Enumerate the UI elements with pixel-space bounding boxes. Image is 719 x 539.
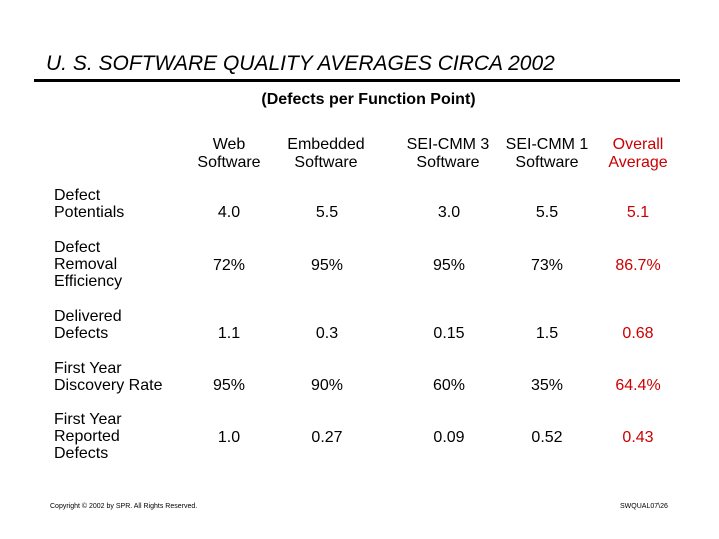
table-cell: 1.0 <box>217 429 241 446</box>
slide-title: U. S. SOFTWARE QUALITY AVERAGES CIRCA 20… <box>46 52 555 75</box>
column-header-sei-cmm-1: SEI-CMM 1 Software <box>492 136 602 172</box>
column-header-line: SEI-CMM 3 <box>406 136 490 153</box>
table-cell-average: 86.7% <box>615 257 661 274</box>
row-label-defect-potentials: Defect Potentials <box>54 187 124 221</box>
table-cell: 4.0 <box>217 204 241 221</box>
row-label-line: First Year <box>54 411 122 428</box>
row-label-line: Defect <box>54 187 101 204</box>
column-header-line: Software <box>416 154 480 171</box>
table-cell: 0.3 <box>315 325 339 342</box>
column-header-line: Average <box>608 154 668 171</box>
slide-code: SWQUAL07\26 <box>620 503 668 510</box>
table-cell: 0.15 <box>433 325 465 342</box>
table-cell: 0.52 <box>531 429 563 446</box>
column-header-web: Web Software <box>174 136 284 172</box>
column-header-line: Software <box>515 154 579 171</box>
slide-subtitle: (Defects per Function Point) <box>261 91 476 108</box>
column-header-line: SEI-CMM 1 <box>505 136 589 153</box>
table-cell: 90% <box>310 377 344 394</box>
column-header-line: Overall <box>612 136 664 153</box>
column-header-sei-cmm-3: SEI-CMM 3 Software <box>393 136 503 172</box>
row-label-delivered-defects: Delivered Defects <box>54 308 122 342</box>
table-cell: 95% <box>310 257 344 274</box>
table-cell-average: 5.1 <box>626 204 650 221</box>
row-label-line: Delivered <box>54 308 122 325</box>
table-cell: 35% <box>530 377 564 394</box>
table-cell-average: 0.68 <box>622 325 654 342</box>
row-label-line: Reported <box>54 428 120 445</box>
row-label-defect-removal-efficiency: Defect Removal Efficiency <box>54 239 122 290</box>
row-label-first-year-reported-defects: First Year Reported Defects <box>54 411 122 462</box>
row-label-line: First Year <box>54 360 122 377</box>
column-header-line: Software <box>197 154 261 171</box>
table-cell: 0.09 <box>433 429 465 446</box>
column-header-line: Embedded <box>287 136 365 153</box>
table-cell-average: 0.43 <box>622 429 654 446</box>
table-cell: 95% <box>432 257 466 274</box>
table-cell: 1.1 <box>217 325 241 342</box>
table-cell: 5.5 <box>535 204 559 221</box>
table-cell: 5.5 <box>315 204 339 221</box>
row-label-line: Defects <box>54 325 109 342</box>
row-label-line: Removal <box>54 256 118 273</box>
table-cell: 72% <box>212 257 246 274</box>
table-cell: 1.5 <box>535 325 559 342</box>
column-header-line: Software <box>294 154 358 171</box>
row-label-line: Efficiency <box>54 273 123 290</box>
table-cell: 73% <box>530 257 564 274</box>
copyright-notice: Copyright © 2002 by SPR. All Rights Rese… <box>50 503 198 510</box>
column-header-embedded: Embedded Software <box>271 136 381 172</box>
row-label-line: Defect <box>54 239 101 256</box>
row-label-first-year-discovery-rate: First Year Discovery Rate <box>54 360 162 394</box>
table-cell: 60% <box>432 377 466 394</box>
row-label-line: Potentials <box>54 204 125 221</box>
title-rule <box>34 79 680 82</box>
row-label-line: Discovery Rate <box>54 377 163 394</box>
table-cell-average: 64.4% <box>615 377 661 394</box>
table-cell: 0.27 <box>311 429 343 446</box>
table-cell: 95% <box>212 377 246 394</box>
row-label-line: Defects <box>54 445 109 462</box>
column-header-line: Web <box>212 136 246 153</box>
table-cell: 3.0 <box>437 204 461 221</box>
column-header-overall: Overall Average <box>583 136 693 172</box>
